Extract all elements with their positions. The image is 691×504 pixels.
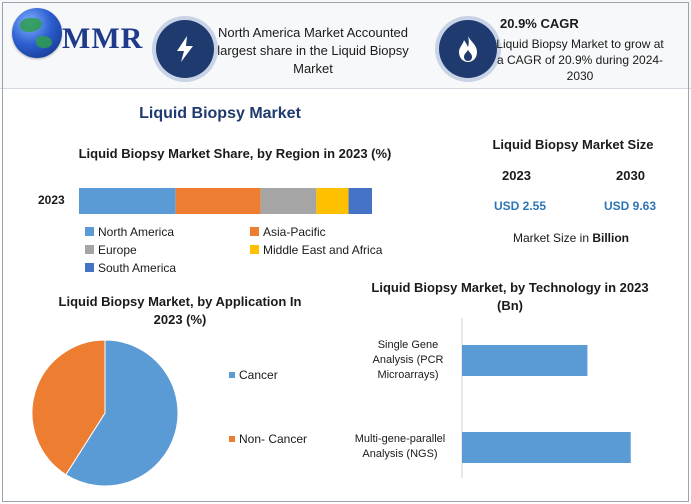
legend-label: Middle East and Africa: [263, 243, 383, 257]
region-bar-segment: [79, 188, 176, 214]
region-bar-category: 2023: [38, 193, 65, 207]
market-size-year-2030: 2030: [616, 168, 645, 183]
market-size-value-2023: USD 2.55: [494, 199, 547, 213]
legend-label: Non- Cancer: [239, 432, 308, 446]
legend-label: Cancer: [239, 368, 278, 382]
technology-chart-title: Liquid Biopsy Market, by Technology in 2…: [371, 280, 649, 313]
lightning-bolt-icon: [156, 20, 214, 78]
legend-swatch: [250, 245, 259, 254]
globe-icon: [12, 8, 62, 58]
region-bar-segment: [260, 188, 317, 214]
market-size-value-2030: USD 9.63: [604, 199, 657, 213]
application-chart-title: Liquid Biopsy Market, by Application In …: [58, 294, 302, 327]
region-bar-segment: [348, 188, 372, 214]
header-band: [0, 0, 691, 89]
legend-europe: Europe: [85, 243, 137, 257]
legend-label: North America: [98, 225, 175, 239]
legend-label: Europe: [98, 243, 137, 257]
legend-swatch: [229, 436, 235, 442]
legend-south-america: South America: [85, 261, 176, 275]
flame-icon: [439, 20, 497, 78]
logo-text: MMR: [62, 22, 144, 55]
legend-label: Asia-Pacific: [263, 225, 326, 239]
page-title: Liquid Biopsy Market: [139, 105, 301, 122]
legend-swatch: [85, 245, 94, 254]
region-highlight-text: North America Market Accounted largest s…: [217, 25, 409, 76]
legend-swatch: [229, 372, 235, 378]
region-chart-title: Liquid Biopsy Market Share, by Region in…: [78, 146, 392, 161]
cagr-text: Liquid Biopsy Market to grow at a CAGR o…: [496, 37, 664, 83]
technology-category-label: Multi-gene-parallel Analysis (NGS): [354, 433, 446, 460]
technology-bar: [462, 345, 588, 376]
pie-slice: [65, 339, 179, 487]
unit-note-unit: Billion: [592, 231, 630, 245]
legend-label: South America: [98, 261, 177, 275]
legend-non-cancer: Non- Cancer: [229, 432, 307, 446]
legend-middle-east-africa: Middle East and Africa: [250, 243, 382, 257]
legend-swatch: [85, 263, 94, 272]
technology-category-label: Single Gene Analysis (PCR Microarrays): [372, 339, 444, 381]
legend-asia-pacific: Asia-Pacific: [250, 225, 326, 239]
mmr-logo: MMR: [12, 8, 142, 60]
market-size-unit-note: Market Size in Billion: [486, 231, 656, 245]
legend-swatch: [250, 227, 259, 236]
market-size-year-2023: 2023: [502, 168, 531, 183]
legend-swatch: [85, 227, 94, 236]
cagr-title: 20.9% CAGR: [500, 16, 579, 31]
market-size-title: Liquid Biopsy Market Size: [492, 137, 654, 152]
technology-bar: [462, 432, 631, 463]
pie-slice: [31, 339, 106, 476]
legend-cancer: Cancer: [229, 368, 278, 382]
legend-north-america: North America: [85, 225, 174, 239]
region-bar-segment: [316, 188, 349, 214]
unit-note-prefix: Market Size in: [512, 231, 589, 245]
region-bar-segment: [175, 188, 261, 214]
